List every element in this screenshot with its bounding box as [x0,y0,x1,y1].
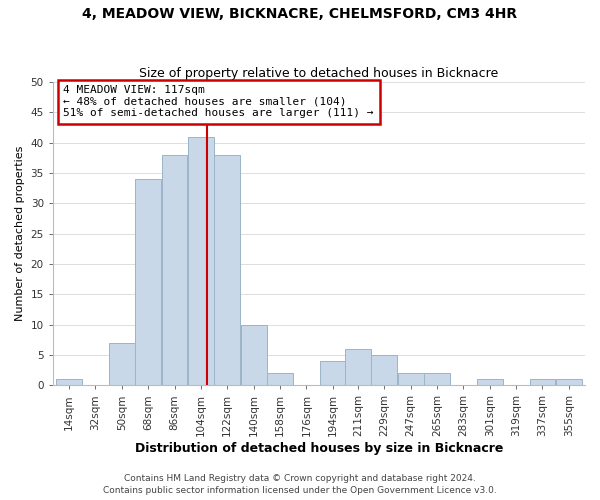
Bar [345,349,371,386]
Text: 4, MEADOW VIEW, BICKNACRE, CHELMSFORD, CM3 4HR: 4, MEADOW VIEW, BICKNACRE, CHELMSFORD, C… [82,8,518,22]
Bar [556,379,582,386]
Bar [188,136,214,386]
Bar [320,361,346,386]
Bar [161,155,187,386]
Bar [267,373,293,386]
Y-axis label: Number of detached properties: Number of detached properties [15,146,25,322]
Bar [214,155,240,386]
Bar [371,355,397,386]
Bar [241,324,266,386]
Bar [135,179,161,386]
X-axis label: Distribution of detached houses by size in Bicknacre: Distribution of detached houses by size … [135,442,503,455]
Bar [477,379,503,386]
Bar [424,373,450,386]
Text: Contains HM Land Registry data © Crown copyright and database right 2024.
Contai: Contains HM Land Registry data © Crown c… [103,474,497,495]
Bar [530,379,556,386]
Bar [398,373,424,386]
Bar [109,343,135,386]
Title: Size of property relative to detached houses in Bicknacre: Size of property relative to detached ho… [139,66,499,80]
Bar [56,379,82,386]
Text: 4 MEADOW VIEW: 117sqm
← 48% of detached houses are smaller (104)
51% of semi-det: 4 MEADOW VIEW: 117sqm ← 48% of detached … [64,85,374,118]
